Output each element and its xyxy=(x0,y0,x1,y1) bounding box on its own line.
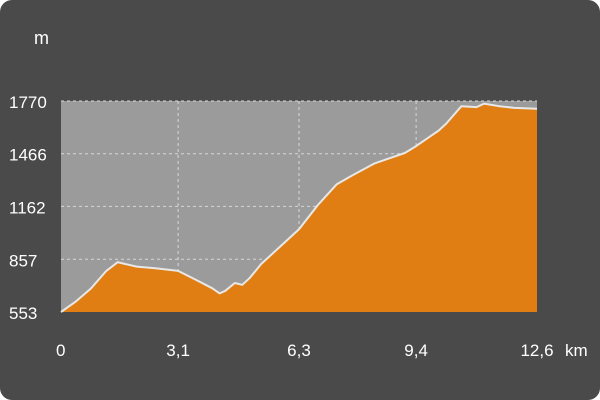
y-tick-label: 553 xyxy=(9,304,37,323)
elevation-area xyxy=(61,103,537,312)
x-tick-label: 6,3 xyxy=(287,341,311,360)
x-axis-ticks: 0 3,1 6,3 9,4 12,6 xyxy=(56,341,554,360)
y-axis-label: m xyxy=(34,28,49,48)
y-tick-label: 1466 xyxy=(9,146,47,165)
y-tick-label: 1770 xyxy=(9,93,47,112)
x-tick-label: 0 xyxy=(56,341,65,360)
y-tick-label: 857 xyxy=(9,251,37,270)
x-tick-label: 3,1 xyxy=(166,341,190,360)
elevation-line xyxy=(60,102,538,313)
x-tick-label: 12,6 xyxy=(520,341,553,360)
y-axis-ticks: 553 857 1162 1466 1770 xyxy=(9,93,47,323)
x-tick-label: 9,4 xyxy=(404,341,428,360)
x-axis-label: km xyxy=(565,341,588,360)
y-tick-label: 1162 xyxy=(9,198,46,217)
